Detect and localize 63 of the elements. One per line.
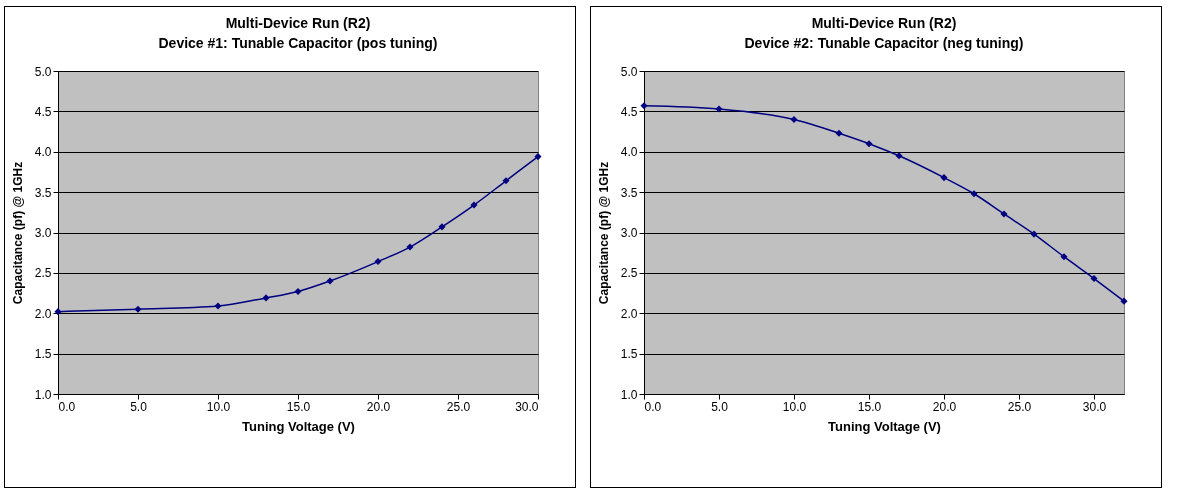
x-tick-label: 5.0	[130, 399, 148, 414]
y-tick-label: 3.5	[34, 185, 52, 200]
y-axis-title: Capacitance (pf) @ 1GHz	[596, 161, 611, 305]
x-axis-title: Tuning Voltage (V)	[828, 418, 941, 434]
point	[1120, 297, 1128, 305]
x-tick-label: 0.0	[58, 399, 76, 414]
point	[406, 243, 414, 251]
chart-title: Multi-Device Run (R2)	[225, 15, 371, 31]
y-tick-label: 3.5	[620, 185, 638, 200]
x-tick-label: 10.0	[206, 399, 231, 414]
chart-subtitle: Device #2: Tunable Capacitor (neg tuning)	[744, 35, 1024, 51]
point	[865, 140, 873, 148]
point	[294, 287, 302, 295]
point	[262, 294, 270, 302]
point	[940, 174, 948, 182]
point	[534, 153, 542, 161]
y-tick-label: 3.0	[34, 226, 52, 240]
x-tick-label: 25.0	[446, 399, 471, 414]
point	[895, 152, 903, 160]
x-tick-label: 15.0	[857, 399, 882, 414]
x-tick-label: 0.0	[644, 399, 662, 414]
y-tick-label: 2.0	[620, 306, 638, 321]
y-tick-label: 1.5	[620, 347, 638, 362]
point	[438, 223, 446, 231]
x-axis-title: Tuning Voltage (V)	[242, 418, 355, 434]
x-tick-label: 20.0	[932, 399, 957, 414]
point	[790, 115, 798, 123]
x-tick-label: 5.0	[711, 399, 729, 414]
point	[715, 105, 723, 113]
y-tick-label: 5.0	[620, 64, 638, 79]
chart-title: Multi-Device Run (R2)	[811, 15, 957, 31]
point	[835, 129, 843, 137]
point	[374, 258, 382, 266]
y-axis-title: Capacitance (pf) @ 1GHz	[10, 161, 25, 305]
point	[1000, 210, 1008, 218]
x-tick-label: 20.0	[366, 399, 391, 414]
point	[214, 302, 222, 310]
y-tick-label: 5.0	[34, 64, 52, 79]
y-tick-label: 2.5	[34, 266, 52, 281]
point	[502, 177, 510, 185]
point	[134, 305, 142, 313]
point	[326, 277, 334, 285]
y-tick-label: 4.5	[34, 104, 52, 119]
x-tick-label: 30.0	[1082, 399, 1107, 414]
x-tick-label: 10.0	[782, 399, 807, 414]
point	[470, 201, 478, 209]
point	[1060, 253, 1068, 261]
point	[970, 190, 978, 198]
point	[1030, 230, 1038, 238]
point	[1090, 274, 1098, 283]
chart-subtitle: Device #1: Tunable Capacitor (pos tuning)	[158, 35, 438, 51]
y-tick-label: 1.0	[620, 387, 638, 402]
y-tick-label: 3.0	[620, 226, 638, 240]
x-tick-label: 30.0	[515, 399, 539, 414]
y-tick-label: 4.0	[34, 145, 52, 160]
y-tick-label: 2.5	[620, 266, 638, 281]
y-tick-label: 1.0	[34, 387, 52, 402]
y-tick-label: 1.5	[34, 347, 52, 362]
y-tick-label: 2.0	[34, 306, 52, 321]
x-tick-label: 15.0	[286, 399, 311, 414]
y-tick-label: 4.5	[620, 104, 638, 119]
x-tick-label: 25.0	[1007, 399, 1032, 414]
y-tick-label: 4.0	[620, 145, 638, 160]
